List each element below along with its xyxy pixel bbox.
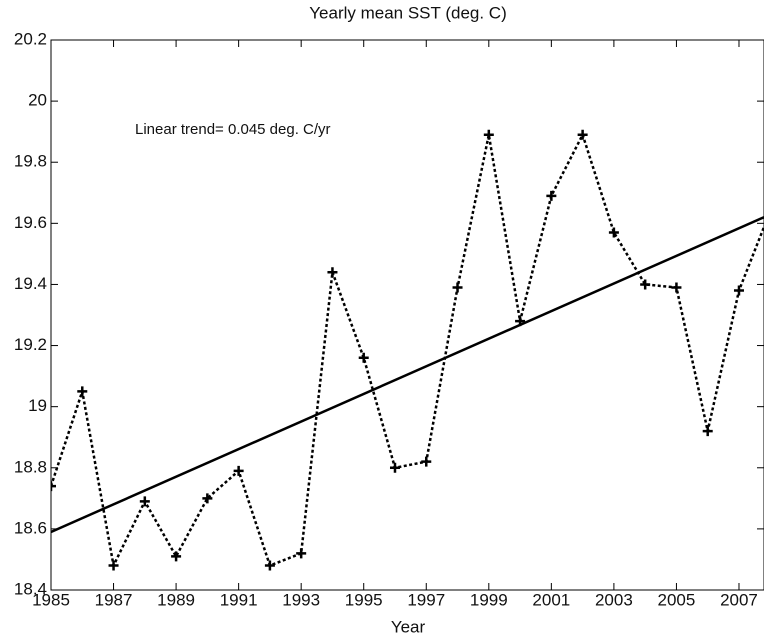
- x-tick-label: 2003: [595, 590, 633, 609]
- y-tick-label: 18.8: [14, 457, 47, 476]
- x-tick-label: 1993: [282, 590, 320, 609]
- point-marker: [264, 560, 275, 571]
- point-marker: [108, 560, 119, 571]
- y-tick-label: 19: [28, 396, 47, 415]
- data-line: [51, 131, 764, 570]
- point-marker: [608, 227, 619, 238]
- point-marker: [233, 465, 244, 476]
- y-tick-label: 20.2: [14, 29, 47, 48]
- point-marker: [171, 551, 182, 562]
- y-tick-label: 19.2: [14, 335, 47, 354]
- point-marker: [358, 352, 369, 363]
- x-tick-label: 1999: [470, 590, 508, 609]
- point-marker: [733, 285, 744, 296]
- point-marker: [546, 190, 557, 201]
- point-marker: [327, 267, 338, 278]
- point-marker: [577, 129, 588, 140]
- point-marker: [515, 316, 526, 327]
- point-marker: [671, 282, 682, 293]
- point-marker: [421, 456, 432, 467]
- x-tick-label: 2001: [532, 590, 570, 609]
- annotation: Linear trend= 0.045 deg. C/yr: [135, 121, 331, 138]
- y-tick-label: 19.4: [14, 274, 47, 293]
- y-tick-label: 18.6: [14, 518, 47, 537]
- point-marker: [51, 481, 56, 492]
- chart-title: Yearly mean SST (deg. C): [309, 3, 506, 22]
- x-tick-label: 1987: [95, 590, 133, 609]
- point-marker: [202, 493, 213, 504]
- plot-frame: [50, 39, 764, 591]
- point-marker: [77, 386, 88, 397]
- x-tick-label: 1989: [157, 590, 195, 609]
- plot-area: [51, 129, 764, 571]
- y-tick-label: 19.6: [14, 213, 47, 232]
- point-marker: [389, 462, 400, 473]
- trend-line: [51, 216, 764, 534]
- point-marker: [702, 426, 713, 437]
- x-tick-label: 1995: [345, 590, 383, 609]
- x-tick-label: 2007: [720, 590, 758, 609]
- point-marker: [483, 129, 494, 140]
- y-tick-label: 18.4: [14, 579, 47, 598]
- x-tick-label: 1997: [407, 590, 445, 609]
- point-marker: [452, 282, 463, 293]
- point-marker: [640, 279, 651, 290]
- y-tick-label: 19.8: [14, 152, 47, 171]
- x-tick-label: 2005: [658, 590, 696, 609]
- y-tick-label: 20: [28, 91, 47, 110]
- x-tick-label: 1991: [220, 590, 258, 609]
- point-marker: [139, 496, 150, 507]
- x-tick-label: 1985: [32, 590, 70, 609]
- x-axis-label: Year: [391, 617, 426, 636]
- point-marker: [296, 548, 307, 559]
